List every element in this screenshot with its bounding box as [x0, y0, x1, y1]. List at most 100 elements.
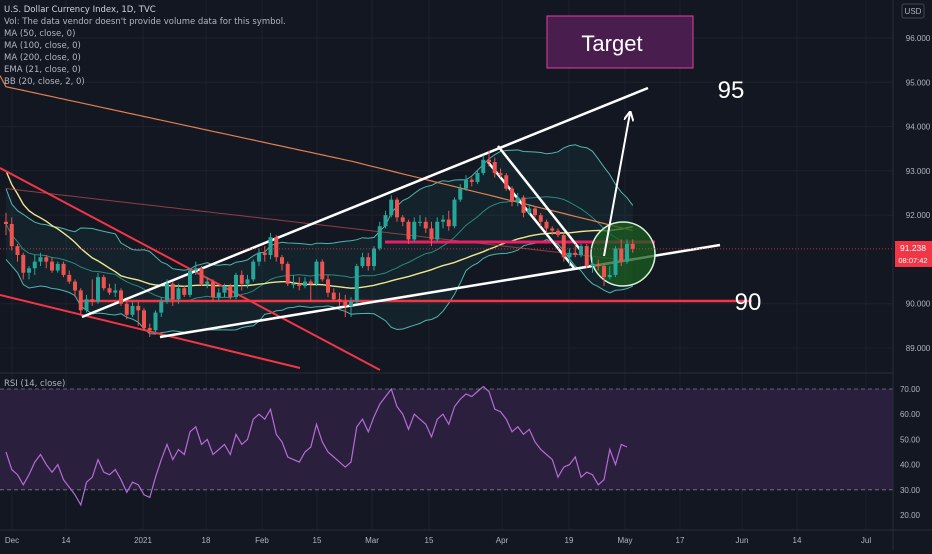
price-tick-label: 94.000 — [906, 123, 931, 132]
rsi-tick-label: 30.00 — [900, 486, 921, 495]
candle-body — [268, 237, 273, 255]
candle-body — [446, 219, 451, 227]
candle-body — [521, 197, 526, 213]
currency-badge[interactable] — [901, 3, 925, 19]
study-ma50[interactable]: MA (50, close, 0) — [4, 29, 76, 39]
candle-body — [303, 281, 307, 286]
candle-body — [326, 279, 330, 293]
candle-body — [9, 224, 14, 247]
candle-body — [337, 299, 342, 302]
candle-body — [372, 248, 376, 267]
candle-body — [314, 261, 319, 284]
flag-upper-line[interactable] — [497, 145, 583, 253]
candle-body — [228, 286, 233, 298]
time-tick-label: May — [617, 536, 632, 545]
candle-body — [55, 263, 60, 271]
target-arrow[interactable] — [603, 113, 630, 257]
candle-body — [245, 279, 250, 284]
candle-body — [360, 257, 365, 267]
candle-body — [538, 215, 543, 222]
target-box[interactable] — [546, 15, 694, 69]
candle-body — [567, 252, 572, 258]
candle-body — [343, 301, 348, 306]
candle-body — [533, 208, 537, 216]
candle-body — [573, 252, 578, 255]
candle-body — [124, 303, 129, 315]
candle-body — [435, 221, 440, 240]
time-tick-label: Jul — [861, 536, 871, 545]
candle-body — [4, 221, 8, 224]
candle-body — [458, 188, 463, 200]
candle-body — [579, 246, 583, 255]
candle-body — [21, 255, 26, 273]
candle-body — [481, 159, 486, 174]
ma200-line — [0, 75, 633, 232]
candle-body — [320, 261, 325, 280]
time-tick-label: 17 — [676, 536, 685, 545]
candle-body — [400, 217, 405, 222]
candle-body — [377, 226, 382, 249]
time-tick-label: Mar — [365, 536, 379, 545]
candle-body — [32, 261, 37, 269]
study-ema21[interactable]: EMA (21, close, 0) — [4, 65, 81, 75]
candle-body — [383, 215, 388, 227]
candle-body — [67, 274, 72, 282]
wedge-upper-line[interactable] — [81, 86, 649, 319]
candle-body — [38, 257, 43, 262]
candle-body — [625, 243, 629, 262]
candle-body — [452, 199, 457, 227]
candle-body — [50, 261, 54, 271]
time-tick-label: 2021 — [134, 536, 152, 545]
rsi-tick-label: 20.00 — [900, 511, 921, 520]
time-tick-label: 14 — [62, 536, 71, 545]
candle-body — [90, 299, 95, 302]
candle-body — [119, 290, 123, 304]
candle-body — [498, 173, 503, 176]
target-label: Target — [581, 31, 642, 56]
candle-body — [602, 266, 606, 278]
time-axis[interactable]: Dec 14 2021 18 Feb 15 Mar 15 Apr 19 May 17 Jun 14 Jul — [5, 536, 871, 545]
rsi-legend[interactable]: RSI (14, close) — [4, 379, 66, 389]
price-tick-label: 92.000 — [906, 211, 931, 220]
flag-lower-line[interactable] — [487, 161, 575, 269]
volume-note: Vol: The data vendor doesn't provide vol… — [4, 17, 286, 27]
candle-body — [469, 179, 474, 182]
candle-body — [234, 274, 238, 298]
rsi-tick-label: 70.00 — [900, 385, 921, 394]
candle-body — [222, 286, 227, 293]
candle-body — [44, 257, 49, 262]
candle-body — [492, 162, 497, 174]
time-tick-label: Apr — [496, 536, 509, 545]
drawings — [0, 86, 752, 371]
study-bb[interactable]: BB (20, close, 2, 0) — [4, 77, 85, 87]
candle-body — [308, 281, 313, 284]
candle-body — [101, 277, 106, 289]
last-price-countdown: 08:07:42 — [898, 256, 927, 265]
candle-body — [596, 263, 601, 267]
candle-body — [78, 290, 83, 311]
candle-body — [27, 268, 31, 273]
time-tick-label: 18 — [202, 536, 211, 545]
rsi-axis[interactable]: 70.00 60.00 50.00 40.00 30.00 20.00 — [900, 385, 921, 520]
study-ma100[interactable]: MA (100, close, 0) — [4, 41, 81, 51]
candle-body — [216, 292, 221, 298]
candle-body — [61, 263, 66, 275]
candle-body — [613, 248, 618, 275]
candle-body — [550, 228, 555, 231]
candle-body — [441, 219, 445, 222]
rsi-band — [0, 389, 893, 490]
symbol-title[interactable]: U.S. Dollar Currency Index, 1D, TVC — [4, 5, 156, 15]
candle-body — [395, 199, 399, 218]
time-tick-label: Jun — [736, 536, 749, 545]
candle-body — [527, 208, 532, 213]
price-tick-label: 96.000 — [906, 34, 931, 43]
level-95-label: 95 — [718, 77, 745, 104]
candle-body — [15, 246, 20, 255]
rsi-line — [5, 385, 628, 507]
price-axis[interactable]: 96.000 95.000 94.000 93.000 92.000 90.000 89.0… — [906, 34, 931, 353]
study-ma200[interactable]: MA (200, close, 0) — [4, 53, 81, 63]
candle-body — [418, 221, 422, 223]
time-tick-label: 14 — [793, 536, 802, 545]
